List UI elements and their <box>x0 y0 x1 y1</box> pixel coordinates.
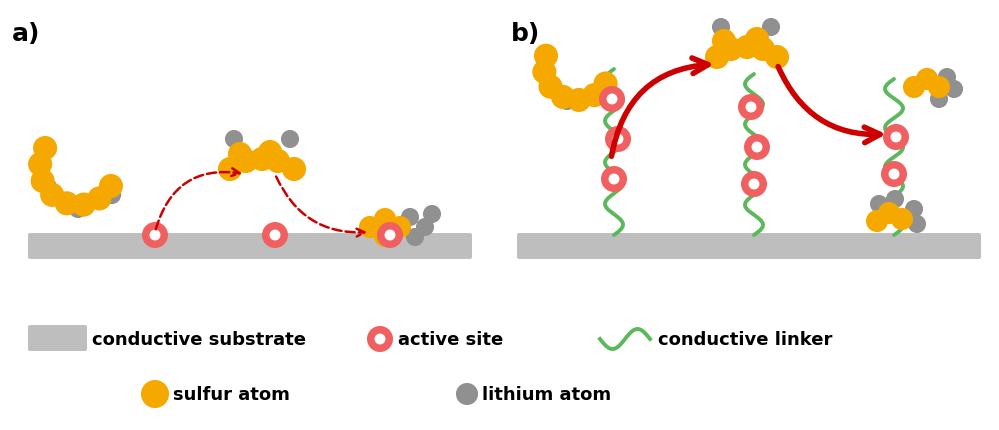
Circle shape <box>606 94 617 105</box>
Circle shape <box>535 46 557 68</box>
Circle shape <box>745 102 756 113</box>
Circle shape <box>890 132 901 143</box>
Circle shape <box>385 230 396 241</box>
Circle shape <box>713 20 729 36</box>
Circle shape <box>226 132 242 147</box>
Circle shape <box>888 169 899 180</box>
Circle shape <box>407 230 423 246</box>
Circle shape <box>599 82 615 98</box>
Text: conductive linker: conductive linker <box>658 330 832 348</box>
Circle shape <box>741 172 767 197</box>
Circle shape <box>40 180 56 196</box>
Circle shape <box>766 47 788 69</box>
Circle shape <box>713 31 735 53</box>
Circle shape <box>552 87 574 109</box>
Circle shape <box>612 134 623 145</box>
Circle shape <box>909 216 925 233</box>
Circle shape <box>270 230 281 241</box>
Circle shape <box>219 159 241 181</box>
Circle shape <box>744 135 770 161</box>
Circle shape <box>70 202 86 218</box>
Circle shape <box>567 90 590 112</box>
Circle shape <box>262 222 288 249</box>
Text: sulfur atom: sulfur atom <box>173 385 290 403</box>
Circle shape <box>88 188 111 210</box>
Circle shape <box>251 149 273 171</box>
Circle shape <box>601 166 627 193</box>
Circle shape <box>34 138 56 160</box>
Circle shape <box>267 150 289 172</box>
Circle shape <box>559 94 575 110</box>
Circle shape <box>871 197 887 212</box>
Circle shape <box>282 132 298 147</box>
Circle shape <box>736 37 758 59</box>
Circle shape <box>229 144 251 166</box>
Circle shape <box>390 218 410 237</box>
Circle shape <box>73 194 95 216</box>
Text: b): b) <box>511 22 540 46</box>
Text: active site: active site <box>398 330 503 348</box>
Circle shape <box>706 47 728 69</box>
Circle shape <box>533 61 555 83</box>
Circle shape <box>763 20 779 36</box>
Circle shape <box>259 141 281 164</box>
Circle shape <box>720 39 742 61</box>
Circle shape <box>375 334 386 345</box>
Circle shape <box>377 222 403 249</box>
Circle shape <box>375 227 395 246</box>
Circle shape <box>424 206 440 222</box>
Circle shape <box>283 159 305 181</box>
Circle shape <box>417 219 433 236</box>
Circle shape <box>360 218 380 237</box>
Circle shape <box>939 70 955 86</box>
Text: conductive substrate: conductive substrate <box>92 330 306 348</box>
Circle shape <box>375 209 395 230</box>
FancyBboxPatch shape <box>28 325 87 351</box>
Circle shape <box>56 193 78 215</box>
Circle shape <box>150 230 161 241</box>
Circle shape <box>879 203 899 224</box>
Circle shape <box>752 39 774 61</box>
Circle shape <box>29 154 51 176</box>
Circle shape <box>142 381 168 407</box>
Circle shape <box>917 70 937 90</box>
Circle shape <box>892 209 912 230</box>
Circle shape <box>867 212 887 231</box>
Circle shape <box>539 77 561 98</box>
Circle shape <box>608 174 619 185</box>
Circle shape <box>906 202 922 218</box>
Circle shape <box>931 92 947 108</box>
Circle shape <box>402 209 418 225</box>
Circle shape <box>881 162 907 187</box>
Circle shape <box>583 85 605 107</box>
Circle shape <box>887 191 903 208</box>
Circle shape <box>738 95 764 121</box>
Circle shape <box>605 127 631 153</box>
Circle shape <box>904 78 924 98</box>
Circle shape <box>100 175 122 197</box>
Circle shape <box>594 74 616 95</box>
Circle shape <box>929 78 949 98</box>
Circle shape <box>142 222 168 249</box>
Text: a): a) <box>12 22 40 46</box>
Circle shape <box>746 29 768 51</box>
Circle shape <box>946 82 962 98</box>
FancyBboxPatch shape <box>517 233 981 259</box>
Circle shape <box>599 87 625 113</box>
Circle shape <box>751 142 762 153</box>
Circle shape <box>367 326 393 352</box>
Circle shape <box>235 150 257 172</box>
Circle shape <box>41 184 63 206</box>
Circle shape <box>457 384 477 404</box>
Circle shape <box>883 125 909 150</box>
Circle shape <box>104 187 120 203</box>
FancyBboxPatch shape <box>28 233 472 259</box>
Text: lithium atom: lithium atom <box>482 385 611 403</box>
Circle shape <box>32 170 54 193</box>
Circle shape <box>748 179 759 190</box>
